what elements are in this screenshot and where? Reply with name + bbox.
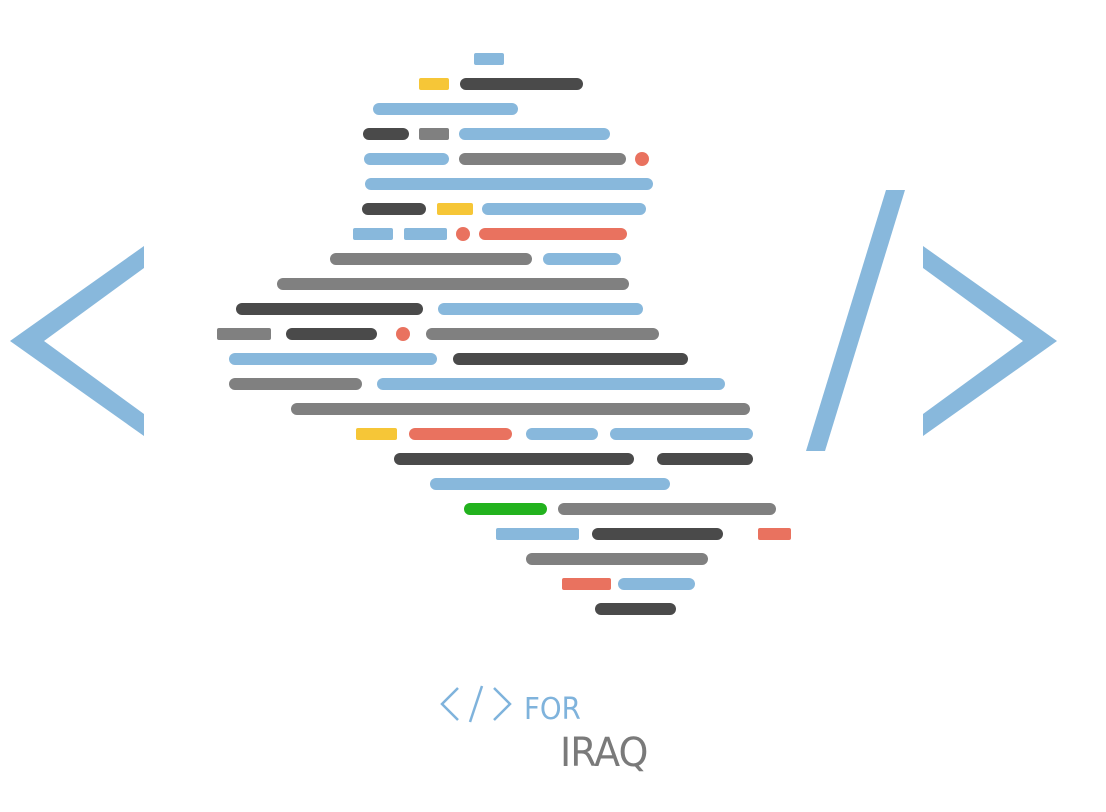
caption-for-text: FOR	[524, 692, 581, 727]
code-line-segment	[286, 328, 377, 340]
code-line-segment	[438, 303, 643, 315]
code-line-segment	[217, 328, 271, 340]
code-line-segment	[558, 503, 776, 515]
code-line-segment	[618, 578, 695, 590]
code-line-segment	[330, 253, 532, 265]
code-line-segment	[353, 228, 393, 240]
code-line-segment	[419, 78, 449, 90]
code-line-segment	[474, 53, 504, 65]
code-line-segment	[430, 478, 670, 490]
code-line-segment	[479, 228, 627, 240]
code-line-segment	[526, 428, 598, 440]
code-line-segment	[396, 327, 410, 341]
code-line-segment	[363, 128, 409, 140]
code-line-segment	[459, 153, 626, 165]
code-line-segment	[758, 528, 791, 540]
code-line-segment	[277, 278, 629, 290]
code-line-segment	[236, 303, 423, 315]
code-line-segment	[377, 378, 725, 390]
code-line-segment	[543, 253, 621, 265]
iraq-map-code-lines-icon	[217, 53, 791, 615]
code-line-segment	[595, 603, 676, 615]
code-line-segment	[482, 203, 646, 215]
slash-icon	[806, 190, 905, 451]
code-line-segment	[394, 453, 634, 465]
code-line-segment	[592, 528, 723, 540]
code-line-segment	[456, 227, 470, 241]
code-line-segment	[464, 503, 547, 515]
code-line-segment	[635, 152, 649, 166]
code-line-segment	[437, 203, 473, 215]
code-line-segment	[229, 378, 362, 390]
code-line-segment	[419, 128, 449, 140]
code-line-segment	[657, 453, 753, 465]
code-line-segment	[356, 428, 397, 440]
code-line-segment	[373, 103, 518, 115]
code-line-segment	[610, 428, 753, 440]
code-line-segment	[404, 228, 447, 240]
code-line-segment	[229, 353, 437, 365]
greater-than-icon	[923, 246, 1057, 436]
code-line-segment	[426, 328, 659, 340]
code-tag-icon	[440, 685, 512, 723]
code-line-segment	[496, 528, 579, 540]
caption-iraq-text: IRAQ	[560, 730, 648, 776]
code-line-segment	[526, 553, 708, 565]
code-line-segment	[460, 78, 583, 90]
code-line-segment	[453, 353, 688, 365]
code-line-segment	[364, 153, 449, 165]
code-line-segment	[459, 128, 610, 140]
code-line-segment	[362, 203, 426, 215]
less-than-icon	[10, 246, 144, 436]
code-line-segment	[409, 428, 512, 440]
code-line-segment	[291, 403, 750, 415]
code-line-segment	[365, 178, 653, 190]
code-line-segment	[562, 578, 611, 590]
